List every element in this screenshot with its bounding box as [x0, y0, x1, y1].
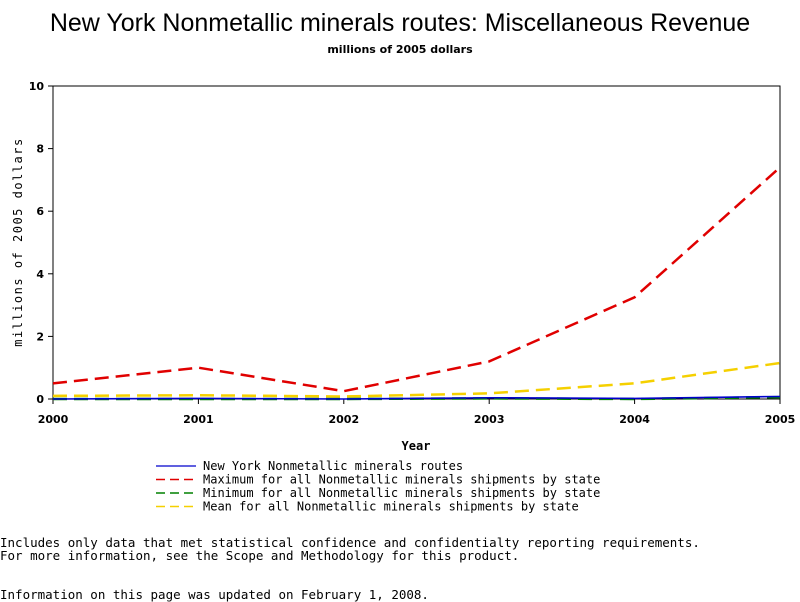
- y-tick-label: 10: [29, 80, 45, 93]
- series-line-1: [52, 361, 781, 398]
- chart-title: New York Nonmetallic minerals routes: Mi…: [50, 9, 750, 37]
- y-axis: 0 2 4 6 8 10: [29, 80, 53, 406]
- legend-label: Minimum for all Nonmetallic minerals shi…: [203, 486, 600, 500]
- y-axis-label: millions of 2005 dollars: [11, 137, 25, 346]
- x-axis: 2000 2001 2002 2003 2004 2005: [38, 399, 796, 426]
- footnote-methodology: For more information, see the Scope and …: [0, 548, 520, 563]
- series-line-0: [52, 166, 781, 393]
- legend-label: New York Nonmetallic minerals routes: [203, 459, 463, 473]
- x-tick-label: 2005: [765, 413, 796, 426]
- y-tick-label: 0: [36, 393, 44, 406]
- series-layer: [52, 166, 781, 401]
- y-tick-label: 2: [36, 330, 44, 343]
- series-line-3: [52, 395, 781, 400]
- x-axis-label: Year: [402, 439, 431, 453]
- legend: New York Nonmetallic minerals routesMaxi…: [156, 459, 600, 514]
- plot-area-frame: [52, 85, 781, 400]
- y-tick-label: 4: [36, 268, 44, 281]
- y-tick-label: 6: [36, 205, 44, 218]
- y-tick-label: 8: [36, 143, 44, 156]
- x-tick-label: 2000: [38, 413, 69, 426]
- x-tick-label: 2003: [474, 413, 505, 426]
- chart-subtitle: millions of 2005 dollars: [327, 43, 473, 56]
- legend-label: Mean for all Nonmetallic minerals shipme…: [203, 500, 579, 514]
- x-tick-label: 2001: [183, 413, 214, 426]
- x-tick-label: 2004: [619, 413, 650, 426]
- footnote-updated: Information on this page was updated on …: [0, 587, 429, 602]
- x-tick-label: 2002: [328, 413, 359, 426]
- footnote-confidence: Includes only data that met statistical …: [0, 535, 700, 550]
- legend-label: Maximum for all Nonmetallic minerals shi…: [203, 473, 600, 487]
